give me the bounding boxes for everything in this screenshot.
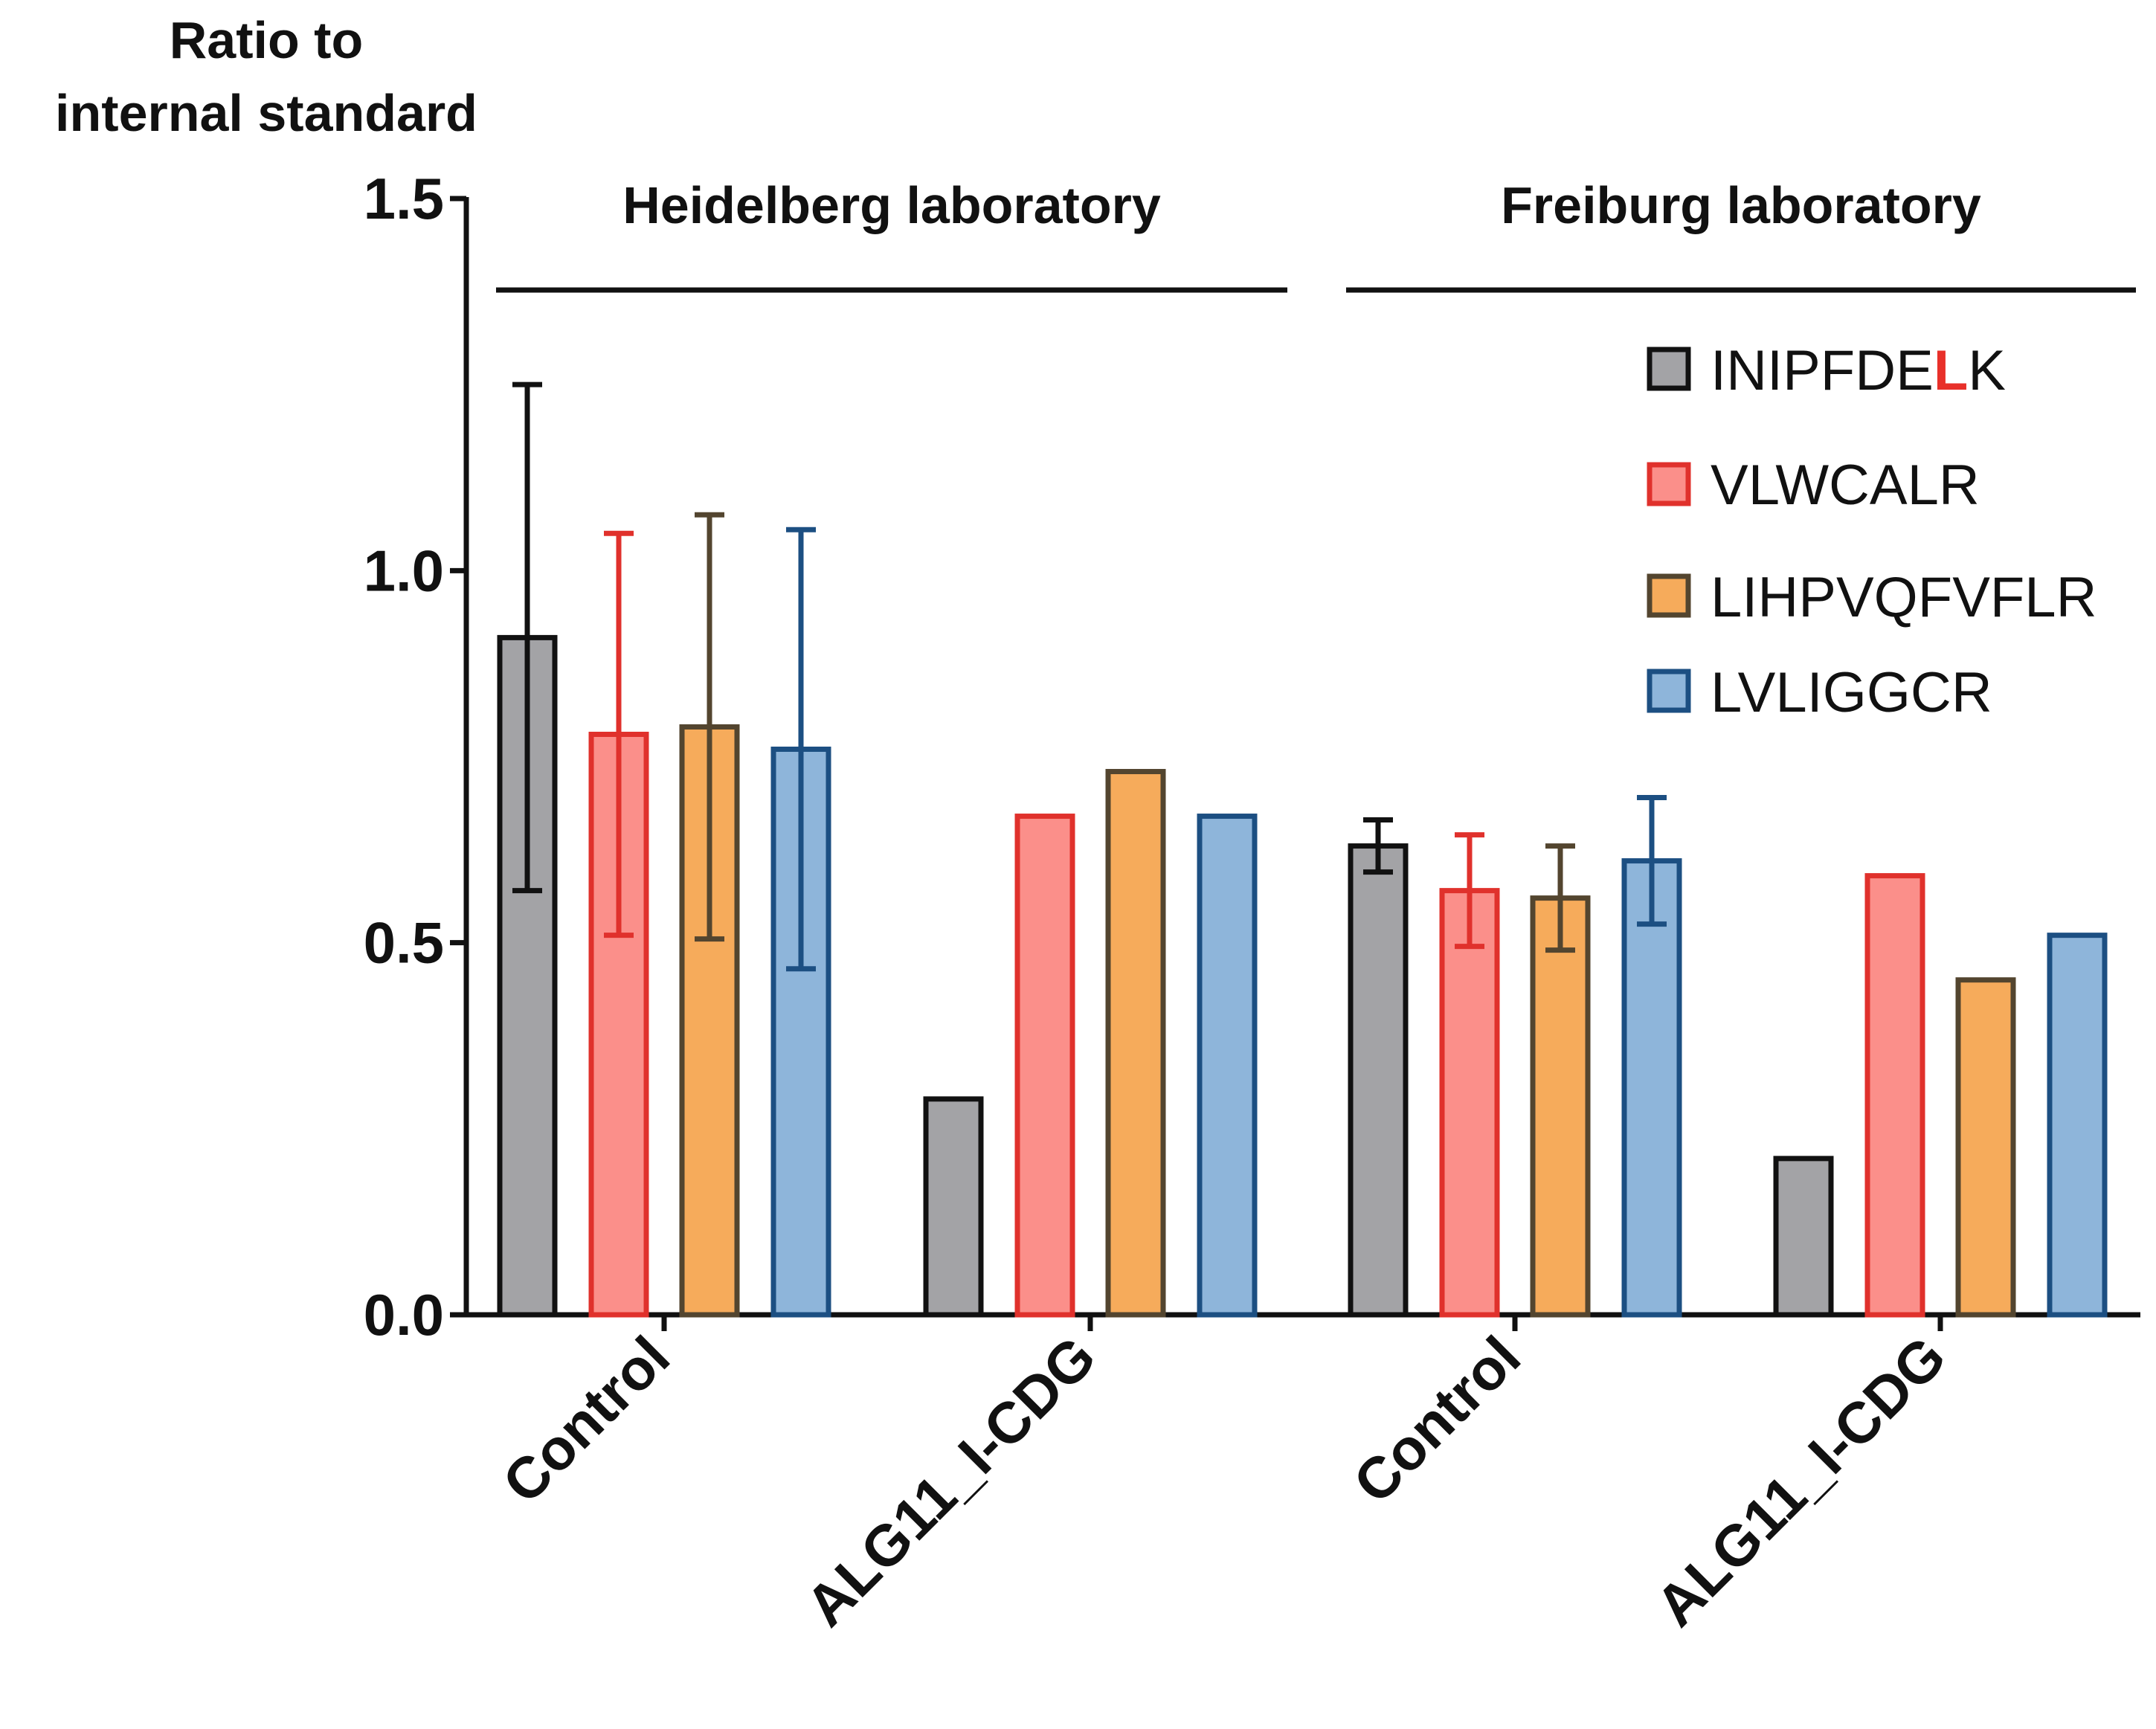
- x-tick-label: Control: [1341, 1324, 1533, 1516]
- bar-lvliggcr-2: [1621, 858, 1682, 1318]
- legend-label-lihpvqfvflr: LIHPVQFVFLR: [1711, 566, 2097, 629]
- x-tick-labels: Control ALG11_I-CDG Control ALG11_I-CDG: [490, 1324, 1958, 1639]
- y-axis-title-line-2: internal standard: [55, 84, 477, 142]
- legend-label-lvliggcr: LVLIGGCR: [1711, 661, 1992, 724]
- legend: INIPFDELK VLWCALR LIHPVQFVFLR LVLIGGCR: [1647, 339, 2097, 724]
- bars: [497, 634, 2108, 1318]
- legend-swatch-lihpvqfvflr: [1647, 573, 1691, 618]
- legend-label-vlwcalr: VLWCALR: [1711, 454, 1980, 517]
- bar-inipfdelk-1: [923, 1096, 984, 1318]
- x-tick-label: Control: [490, 1324, 682, 1516]
- bar-inipfdelk-3: [1773, 1156, 1834, 1318]
- y-tick-label: 1.5: [364, 166, 444, 231]
- group-header-label: Heidelberg laboratory: [622, 176, 1161, 234]
- legend-label-inipfdelk: INIPFDELK: [1711, 339, 2006, 402]
- bar-lvliggcr-3: [2047, 933, 2108, 1318]
- bar-vlwcalr-1: [1014, 814, 1075, 1318]
- y-tick-label: 1.0: [364, 538, 444, 603]
- bar-vlwcalr-2: [1439, 888, 1500, 1318]
- bar-lihpvqfvflr-3: [1955, 977, 2016, 1318]
- y-tick-label: 0.5: [364, 910, 444, 976]
- axes: 0.0 0.5 1.0 1.5: [364, 166, 2140, 1348]
- group-header-label: Freiburg laboratory: [1501, 176, 1981, 234]
- x-tick-label: ALG11_I-CDG: [1643, 1324, 1958, 1639]
- error-bars: [512, 381, 1667, 972]
- y-tick-label: 0.0: [364, 1282, 444, 1348]
- x-tick-label: ALG11_I-CDG: [793, 1324, 1108, 1639]
- legend-label-part: INIPFDE: [1711, 339, 1934, 402]
- bar-lihpvqfvflr-1: [1105, 769, 1166, 1318]
- legend-swatch-vlwcalr: [1647, 462, 1691, 506]
- legend-swatch-inipfdelk: [1647, 347, 1691, 391]
- bar-vlwcalr-3: [1864, 873, 1925, 1318]
- bar-lihpvqfvflr-2: [1530, 895, 1591, 1318]
- bar-inipfdelk-2: [1348, 843, 1409, 1318]
- legend-label-part: K: [1968, 339, 2006, 402]
- y-axis-title-line-1: Ratio to: [170, 11, 364, 69]
- legend-label-highlight: L: [1934, 339, 1968, 402]
- group-headers: Heidelberg laboratory Freiburg laboratory: [496, 176, 2136, 293]
- bar-lvliggcr-1: [1197, 814, 1258, 1318]
- legend-swatch-lvliggcr: [1647, 669, 1691, 713]
